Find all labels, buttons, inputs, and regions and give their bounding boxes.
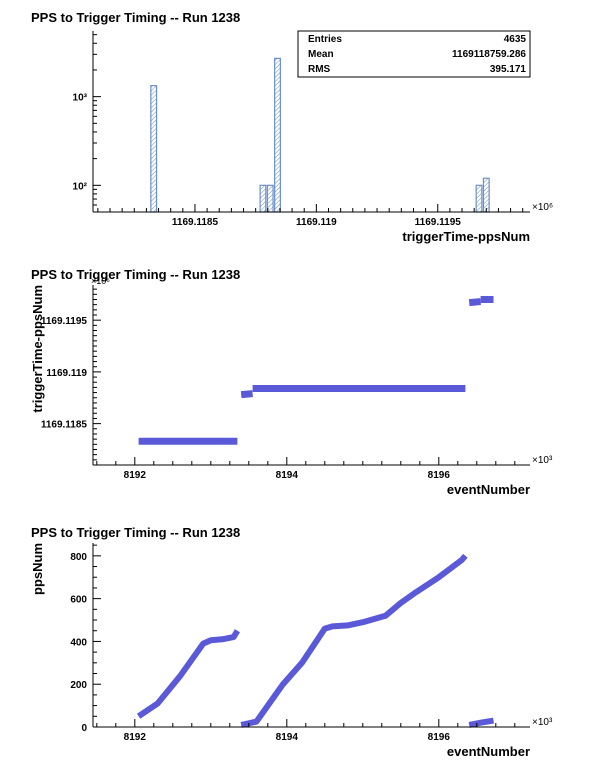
stats-box <box>297 30 531 78</box>
stats-label: RMS <box>308 64 331 75</box>
scatter-chart-trigger-time: 8192 8194 8196 ×10³ eventNumber 1169.1185 1169… <box>30 276 553 497</box>
x-tick-label: 1169.1185 <box>172 217 219 228</box>
x-multiplier-label: ×10³ <box>532 717 553 728</box>
y-axis-label: ppsNum <box>30 543 45 595</box>
chart-panel-3: PPS to Trigger Timing -- Run 1238 8192 81… <box>0 518 596 772</box>
histogram-bar <box>482 177 490 213</box>
x-tick-label: 1169.1195 <box>415 217 462 228</box>
x-multiplier-label: ×10³ <box>532 455 553 466</box>
x-tick-label: 8192 <box>124 732 147 743</box>
x-tick-label: 8196 <box>428 732 451 743</box>
x-tick-label: 8194 <box>276 470 299 481</box>
chart-title: PPS to Trigger Timing -- Run 1238 <box>31 10 241 25</box>
histogram-bar <box>274 57 281 213</box>
x-axis-label: triggerTime-ppsNum <box>402 229 530 244</box>
x-tick-label: 8196 <box>428 470 451 481</box>
y-axis-label: triggerTime-ppsNum <box>30 285 45 413</box>
y-tick-label: 1169.119 <box>46 368 87 379</box>
x-tick-label: 8192 <box>124 470 147 481</box>
data-points <box>240 390 253 399</box>
y-tick-label: 1169.1185 <box>41 420 88 431</box>
histogram-bar <box>475 184 483 213</box>
x-axis-label: eventNumber <box>447 744 530 759</box>
y-tick-label: 400 <box>70 637 87 648</box>
x-tick-label: 8194 <box>276 732 299 743</box>
scatter-chart-pps-num: 8192 8194 8196 ×10³ eventNumber 0 200 400 600 800… <box>30 543 553 759</box>
y-multiplier-label: ×10⁶ <box>91 276 110 286</box>
y-tick-label: 800 <box>70 552 87 563</box>
histogram-chart: 10² 10³ 1169.1185 1169.119 1169.1195 ×10⁶ trig… <box>73 30 553 244</box>
histogram-bar <box>266 184 274 213</box>
y-tick-label: 200 <box>70 680 87 691</box>
x-multiplier-label: ×10⁶ <box>532 202 553 213</box>
y-tick-label: 600 <box>70 595 87 606</box>
data-points <box>468 298 481 307</box>
stats-label: Mean <box>308 49 334 60</box>
chart-title: PPS to Trigger Timing -- Run 1238 <box>31 267 241 282</box>
y-tick-label: 0 <box>81 723 87 734</box>
data-points <box>136 629 240 719</box>
x-axis-label: eventNumber <box>447 482 530 497</box>
y-tick-label: 1169.1195 <box>41 316 88 327</box>
chart-title: PPS to Trigger Timing -- Run 1238 <box>31 525 241 540</box>
data-points <box>468 717 494 728</box>
y-tick-label: 10² <box>73 181 88 192</box>
chart-panel-1: PPS to Trigger Timing -- Run 1238 10² 10³… <box>0 0 596 260</box>
x-tick-label: 1169.119 <box>296 217 337 228</box>
histogram-bar <box>259 184 267 213</box>
chart-panel-2: PPS to Trigger Timing -- Run 1238 8192 81… <box>0 260 596 518</box>
histogram-bar <box>150 85 158 213</box>
stats-value: 395.171 <box>490 64 527 75</box>
stats-value: 1169118759.286 <box>452 49 526 60</box>
data-points <box>240 553 468 728</box>
stats-label: Entries <box>308 34 342 45</box>
stats-value: 4635 <box>504 34 527 45</box>
y-tick-label: 10³ <box>73 93 88 104</box>
